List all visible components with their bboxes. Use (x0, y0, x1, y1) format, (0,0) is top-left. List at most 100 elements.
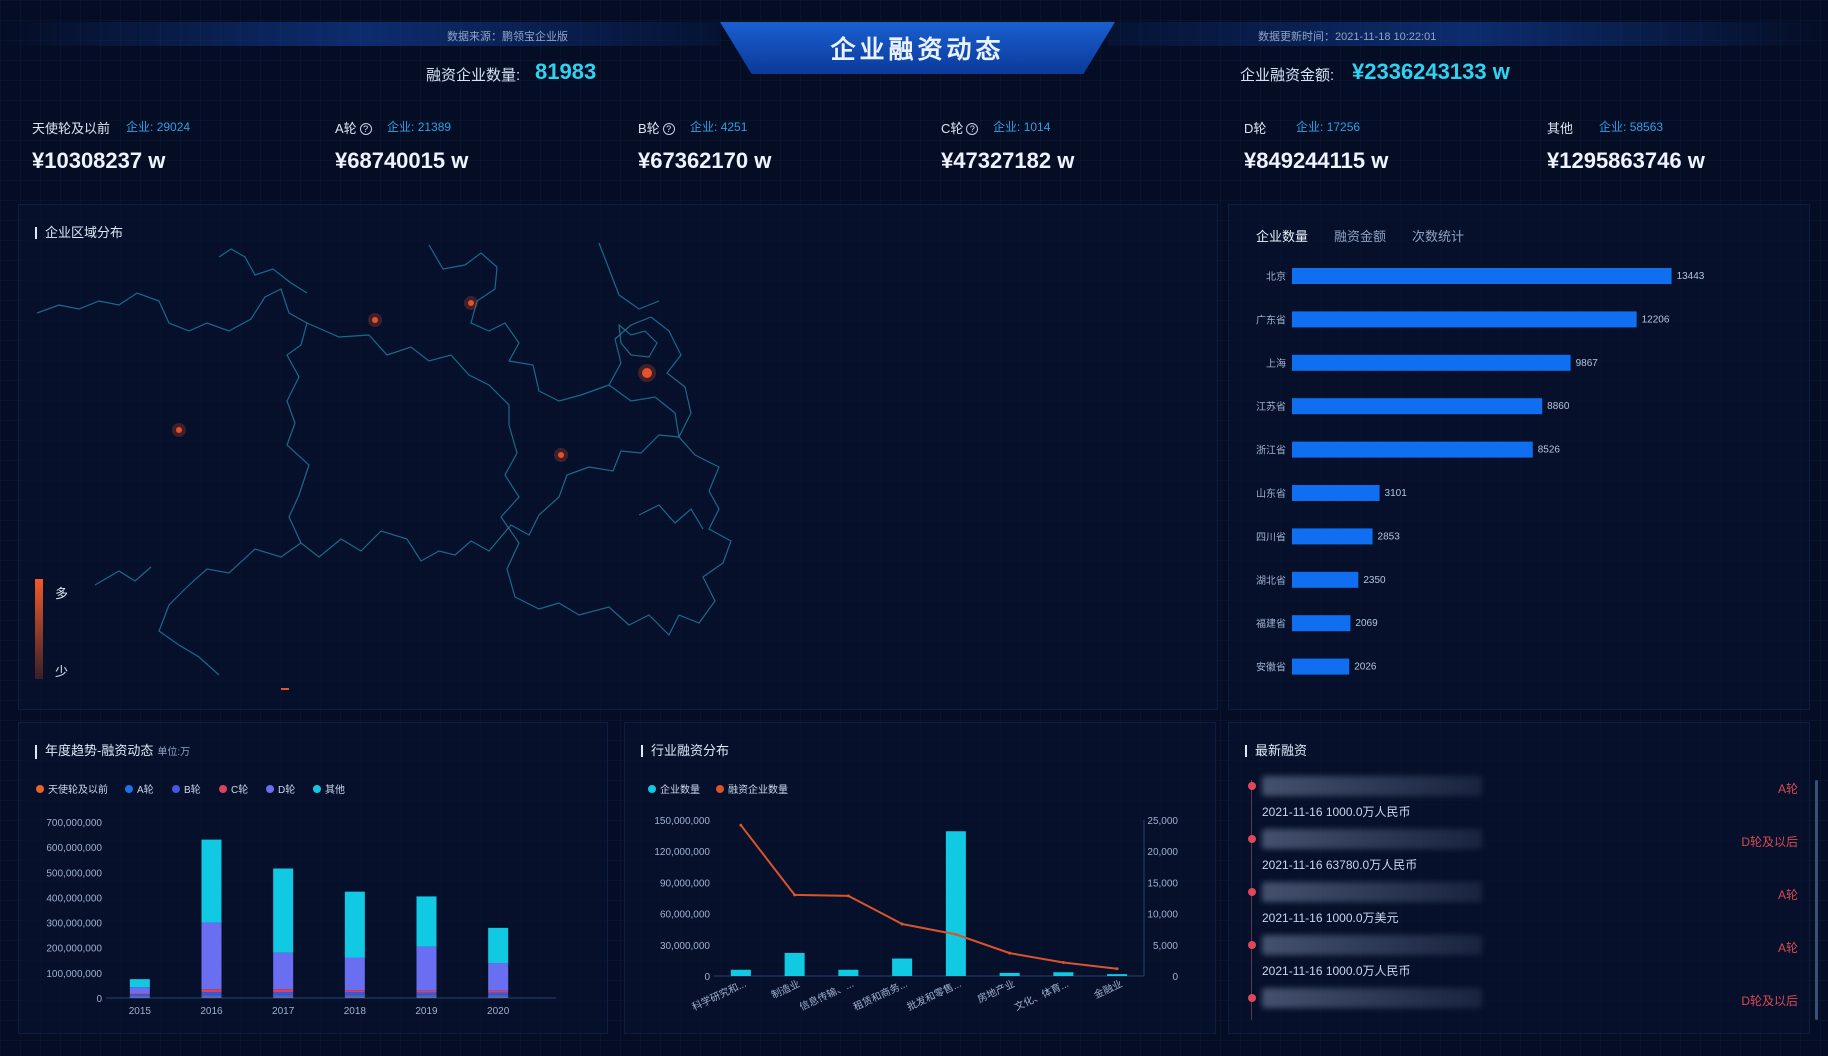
stacked-bar-segment[interactable] (273, 868, 294, 953)
stacked-bar-segment[interactable] (129, 993, 150, 995)
legend-swatch[interactable] (648, 785, 656, 793)
round-enterprise-count: 企业: 58563 (1599, 120, 1664, 134)
industry-combo-chart: 企业数量 融资企业数量 0 30,000,000 60,000,000 90,000,00… (648, 783, 1178, 1013)
stacked-bar-segment[interactable] (416, 994, 437, 998)
stacked-bar-segment[interactable] (273, 989, 294, 993)
industry-line-point[interactable] (846, 894, 850, 898)
stacked-bar-segment[interactable] (201, 839, 222, 923)
y-tick-label: 100,000,000 (46, 969, 102, 980)
help-icon[interactable]: ? (359, 123, 372, 135)
stacked-bar-segment[interactable] (344, 891, 365, 958)
stacked-bar-segment[interactable] (273, 994, 294, 998)
region-bar[interactable] (1292, 615, 1351, 632)
data-source-text: 数据来源：鹏领宝企业版 (447, 31, 568, 43)
y-tick-label-right: 20,000 (1147, 847, 1178, 858)
industry-line-point[interactable] (793, 893, 797, 897)
tab-financing-amount[interactable]: 融资金额 (1334, 229, 1387, 244)
header-band-right (1108, 22, 1828, 46)
stacked-bar-segment[interactable] (416, 992, 437, 995)
legend-swatch[interactable] (313, 785, 321, 793)
region-bar[interactable] (1292, 485, 1380, 501)
stacked-bar-segment[interactable] (344, 990, 365, 993)
stacked-bar-segment[interactable] (344, 994, 365, 998)
stacked-bar-segment[interactable] (416, 896, 437, 947)
industry-line-point[interactable] (739, 823, 743, 827)
industry-bar[interactable] (784, 952, 805, 976)
legend-swatch[interactable] (219, 785, 227, 793)
region-value-label: 2026 (1354, 662, 1377, 673)
stacked-bar-segment[interactable] (416, 946, 437, 991)
stacked-bar-segment[interactable] (416, 990, 437, 993)
map-hotspot-dot[interactable] (642, 368, 652, 378)
industry-bar[interactable] (892, 958, 913, 976)
stacked-bar-segment[interactable] (129, 995, 150, 998)
industry-bar[interactable] (1053, 972, 1074, 976)
industry-bar[interactable] (838, 969, 859, 976)
region-map[interactable] (19, 205, 1219, 711)
round-amount: ¥68740015 w (335, 148, 469, 173)
region-bar[interactable] (1292, 658, 1350, 675)
stacked-bar-segment[interactable] (201, 994, 222, 998)
latest-item[interactable]: 2021-11-16 1000.0万人民币 A轮 (1248, 776, 1808, 826)
y-tick-label: 200,000,000 (46, 944, 102, 955)
industry-line-point[interactable] (900, 922, 904, 926)
stacked-bar-segment[interactable] (129, 997, 150, 998)
industry-line-point[interactable] (1061, 960, 1065, 964)
latest-item[interactable]: 2021-11-16 1000.0万美元 A轮 (1248, 882, 1808, 932)
industry-bar[interactable] (945, 831, 966, 976)
stacked-bar-segment[interactable] (344, 992, 365, 995)
tab-count-stats[interactable]: 次数统计 (1412, 229, 1465, 244)
region-bar[interactable] (1292, 571, 1359, 588)
stacked-bar-segment[interactable] (129, 987, 150, 994)
stacked-bar-segment[interactable] (344, 997, 365, 998)
region-bar[interactable] (1292, 441, 1533, 458)
stacked-bar-segment[interactable] (488, 963, 509, 991)
legend-swatch[interactable] (266, 785, 274, 793)
map-boundary (36, 288, 310, 544)
stacked-bar-segment[interactable] (488, 990, 509, 993)
map-hotspot-dot[interactable] (468, 300, 474, 306)
stacked-bar-segment[interactable] (488, 997, 509, 998)
tab-enterprise-count[interactable]: 企业数量 (1256, 229, 1309, 244)
industry-line-point[interactable] (954, 932, 958, 936)
region-bar[interactable] (1292, 398, 1543, 415)
region-bar[interactable] (1292, 354, 1571, 371)
stacked-bar-segment[interactable] (273, 997, 294, 998)
industry-line-point[interactable] (1115, 967, 1119, 971)
legend-swatch[interactable] (36, 785, 44, 793)
stacked-bar-segment[interactable] (201, 922, 222, 990)
map-hotspot-dot[interactable] (372, 317, 378, 323)
industry-bar[interactable] (999, 972, 1020, 976)
region-bar[interactable] (1292, 268, 1672, 284)
map-hotspot-dot[interactable] (558, 452, 564, 458)
legend-swatch[interactable] (716, 785, 724, 793)
help-icon[interactable]: ? (662, 123, 675, 135)
legend-swatch[interactable] (172, 785, 180, 793)
map-boundary (500, 424, 560, 610)
industry-line-point[interactable] (1008, 951, 1012, 955)
latest-scrollbar[interactable] (1815, 780, 1818, 1020)
latest-item[interactable]: 2021-11-16 1000.0万人民币 A轮 (1248, 935, 1808, 985)
region-category-label: 安徽省 (1256, 661, 1286, 674)
stacked-bar-segment[interactable] (201, 997, 222, 998)
industry-bar[interactable] (1107, 974, 1128, 976)
map-hotspot-dot[interactable] (176, 427, 182, 433)
stacked-bar-segment[interactable] (488, 927, 509, 964)
legend-swatch[interactable] (125, 785, 133, 793)
stacked-bar-segment[interactable] (129, 994, 150, 996)
region-bar[interactable] (1292, 311, 1637, 328)
stacked-bar-segment[interactable] (488, 994, 509, 998)
industry-bar[interactable] (730, 969, 751, 976)
stacked-bar-segment[interactable] (273, 952, 294, 990)
stacked-bar-segment[interactable] (344, 957, 365, 991)
help-icon[interactable]: ? (966, 123, 979, 135)
region-bar[interactable] (1292, 528, 1373, 545)
stacked-bar-segment[interactable] (416, 997, 437, 998)
stacked-bar-segment[interactable] (273, 992, 294, 995)
latest-item[interactable]: D轮及以后 (1248, 988, 1808, 1038)
stacked-bar-segment[interactable] (201, 992, 222, 995)
stacked-bar-segment[interactable] (201, 989, 222, 993)
latest-item[interactable]: 2021-11-16 63780.0万人民币 D轮及以后 (1248, 829, 1808, 879)
stacked-bar-segment[interactable] (488, 992, 509, 995)
stacked-bar-segment[interactable] (129, 979, 150, 988)
